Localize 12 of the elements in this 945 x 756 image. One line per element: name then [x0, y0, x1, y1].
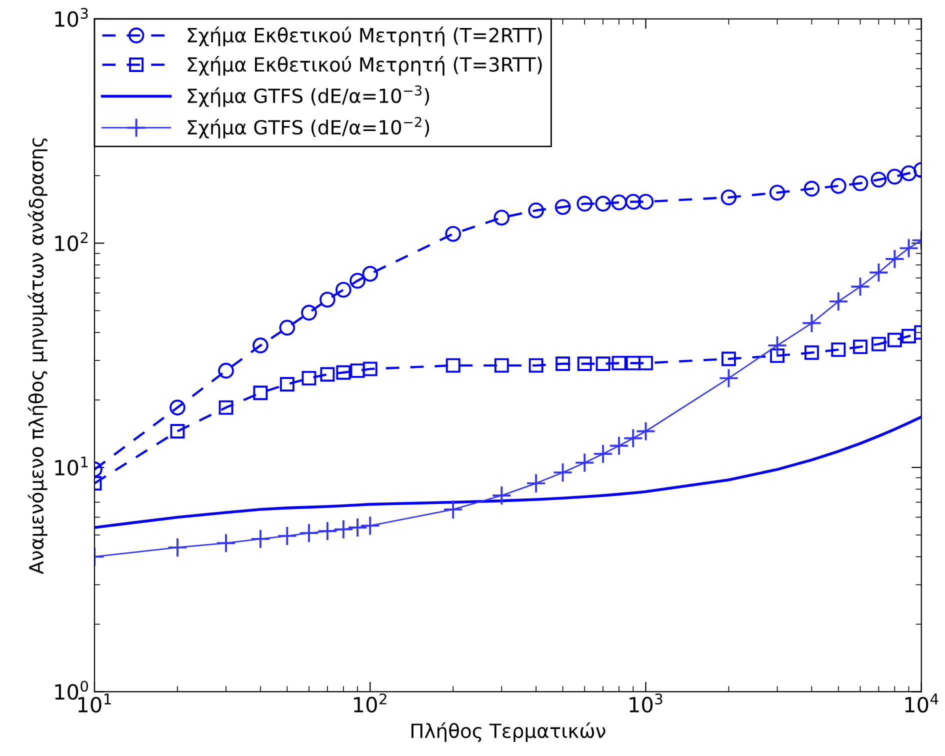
- x-tick-label: 10$^{3}$: [630, 693, 662, 713]
- y-tick-label: 10$^{2}$: [55, 232, 88, 252]
- legend-label: Σχήμα Εκθετικού Μετρητή (T=2RTT): [188, 26, 542, 46]
- y-axis-title: Αναμενόμενο πλήθος μηνυμάτων ανάδρασης: [28, 138, 48, 574]
- y-tick-label: 10$^{3}$: [55, 8, 88, 27]
- x-axis-title: Πλήθος Τερματικών: [412, 722, 606, 742]
- legend-label: Σχήμα GTFS (dE/α=10$^{−2}$): [188, 116, 430, 138]
- legend-label: Σχήμα GTFS (dE/α=10$^{−3}$): [188, 85, 430, 107]
- x-tick-label: 10$^{2}$: [354, 693, 386, 713]
- y-tick-label: 10$^{1}$: [55, 456, 88, 476]
- legend-label: Σχήμα Εκθετικού Μετρητή (T=3RTT): [188, 56, 542, 76]
- x-tick-label: 10$^{4}$: [905, 694, 938, 713]
